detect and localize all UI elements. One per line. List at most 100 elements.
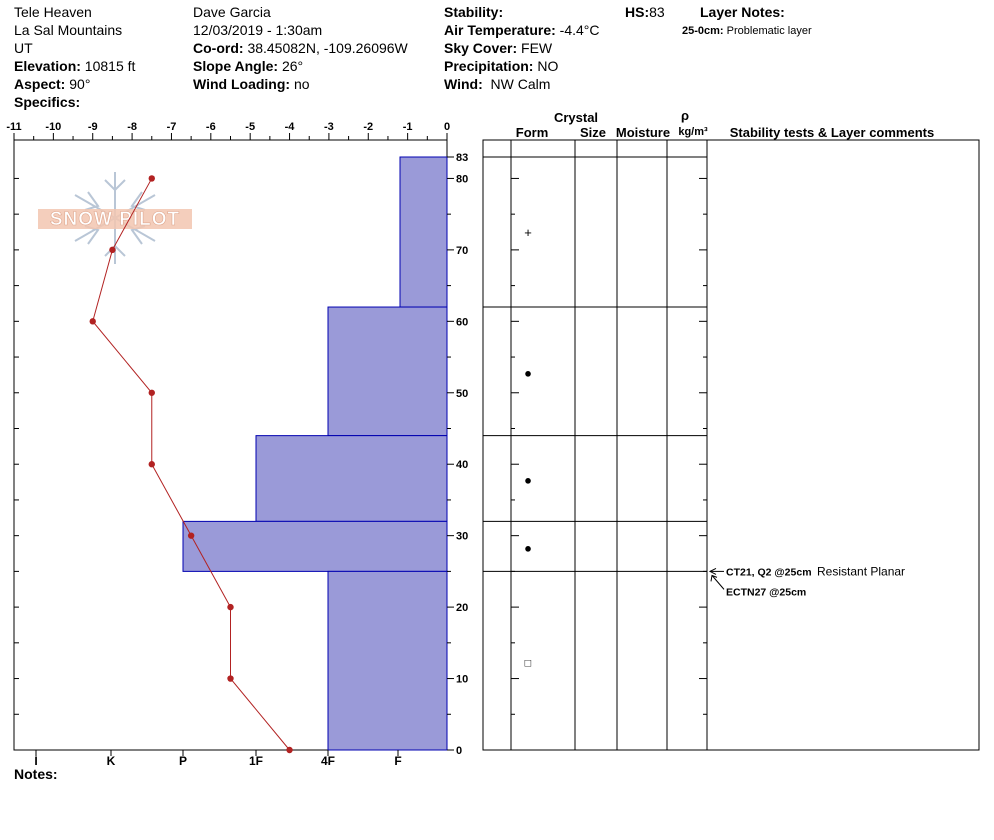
range-name: La Sal Mountains bbox=[14, 22, 123, 38]
stability-test-arrow-2 bbox=[711, 575, 725, 590]
grain-form-symbol: □ bbox=[525, 658, 532, 670]
logo-band bbox=[38, 209, 192, 229]
temp-tick-label: -6 bbox=[206, 121, 216, 133]
logo-text: SNOW PILOT bbox=[50, 209, 180, 230]
height-tick-label: 60 bbox=[456, 316, 468, 328]
moisture-header: Moisture bbox=[616, 125, 670, 140]
stability-test-comment: Resistant Planar bbox=[817, 564, 905, 578]
hardness-tick-label: I bbox=[34, 754, 37, 768]
temp-tick-label: 0 bbox=[444, 121, 450, 133]
hs-value: 83 bbox=[649, 4, 665, 20]
height-tick-label: 30 bbox=[456, 531, 468, 543]
temperature-point bbox=[227, 675, 234, 682]
height-tick-label: 50 bbox=[456, 388, 468, 400]
hardness-bar bbox=[327, 570, 448, 751]
height-tick-label: 70 bbox=[456, 245, 468, 257]
coord-value: 38.45082N, -109.26096W bbox=[247, 40, 408, 56]
wind-loading-label: Wind Loading: bbox=[193, 76, 291, 92]
grain-form-symbol: ● bbox=[524, 365, 532, 380]
wind-loading-value: no bbox=[293, 76, 310, 92]
size-header: Size bbox=[580, 125, 606, 140]
temperature-profile bbox=[89, 175, 293, 754]
precip-label: Precipitation: bbox=[444, 58, 534, 74]
height-tick-label: 40 bbox=[456, 459, 468, 471]
slope-row: Slope Angle: 26° bbox=[193, 57, 408, 75]
hardness-tick-label: P bbox=[179, 754, 187, 768]
temp-tick-label: -4 bbox=[285, 121, 296, 133]
hardness-tick-label: F bbox=[394, 754, 401, 768]
height-tick-label: 20 bbox=[456, 602, 468, 614]
chart-axes: -11 -10 -9 -8 -7 -6 -5 -4 -3 -2 -1 0010203040506070… bbox=[6, 121, 468, 768]
sky-label: Sky Cover: bbox=[444, 40, 518, 56]
air-temp-label: Air Temperature: bbox=[444, 22, 556, 38]
sky-value: FEW bbox=[521, 40, 553, 56]
hs-row: HS:83 bbox=[625, 3, 665, 21]
grain-form-symbol: ● bbox=[524, 540, 532, 555]
hardness-tick-label: K bbox=[107, 754, 116, 768]
hardness-bar bbox=[182, 520, 448, 572]
temp-tick-label: -8 bbox=[127, 121, 137, 133]
header-col-weather: Stability: Air Temperature: -4.4°C Sky C… bbox=[444, 3, 600, 93]
state-name: UT bbox=[14, 40, 33, 56]
stability-row: Stability: bbox=[444, 3, 600, 21]
temp-tick-label: -11 bbox=[6, 121, 21, 133]
temperature-point bbox=[109, 246, 116, 254]
precip-row: Precipitation: NO bbox=[444, 57, 600, 75]
temp-tick-label: -9 bbox=[88, 121, 98, 133]
stability-header: Stability tests & Layer comments bbox=[730, 125, 934, 140]
hardness-bar bbox=[327, 306, 448, 437]
specifics-label: Specifics: bbox=[14, 94, 81, 110]
grain-form-symbol: + bbox=[524, 225, 532, 240]
layer-note-depth: 25-0cm: bbox=[682, 25, 724, 37]
temp-tick-label: -7 bbox=[167, 121, 177, 133]
observation-datetime: 12/03/2019 - 1:30am bbox=[193, 22, 323, 38]
layer-table-rows: + ● ● ● □ bbox=[482, 139, 980, 751]
stability-tests: CT21, Q2 @25cm Resistant Planar ECTN27 @25… bbox=[708, 564, 905, 598]
specifics-row: Specifics: bbox=[14, 93, 135, 111]
elevation-label: Elevation: bbox=[14, 58, 81, 74]
table-border bbox=[482, 139, 980, 751]
temperature-point bbox=[227, 603, 234, 611]
temperature-point bbox=[148, 461, 155, 468]
height-tick-label: 10 bbox=[456, 674, 468, 686]
stability-test-arrowhead bbox=[708, 567, 717, 575]
layer-table: Crystal Form Size Moisture ρ kg/m³ Stabi… bbox=[516, 108, 934, 140]
layer-note-text: Problematic layer bbox=[726, 25, 812, 37]
density-unit-header: kg/m³ bbox=[678, 126, 708, 138]
height-tick-label: 0 bbox=[456, 745, 462, 757]
hardness-bar bbox=[255, 435, 448, 522]
temp-tick-label: -1 bbox=[403, 121, 413, 133]
wind-value: NW Calm bbox=[490, 76, 551, 92]
wind-loading-row: Wind Loading: no bbox=[193, 75, 408, 93]
aspect-value: 90° bbox=[69, 76, 91, 92]
layer-notes-label: Layer Notes: bbox=[700, 4, 785, 20]
temperature-point bbox=[286, 746, 293, 754]
slope-label: Slope Angle: bbox=[193, 58, 279, 74]
site-name: Tele Heaven bbox=[14, 4, 92, 20]
slope-value: 26° bbox=[281, 58, 304, 74]
coord-label: Co-ord: bbox=[193, 40, 244, 56]
layer-notes-title: Layer Notes: bbox=[700, 3, 785, 21]
stability-test-label: ECTN27 @25cm bbox=[726, 586, 806, 598]
air-temp-value: -4.4°C bbox=[559, 22, 600, 38]
hardness-bar bbox=[399, 156, 448, 308]
temperature-point bbox=[89, 318, 96, 325]
wind-label: Wind: bbox=[444, 76, 483, 92]
crystal-header: Crystal bbox=[554, 110, 598, 125]
height-tick-label: 80 bbox=[456, 173, 468, 185]
temperature-point bbox=[187, 532, 195, 539]
snowpilot-logo: SNOW PILOT bbox=[38, 172, 192, 264]
hs-label: HS: bbox=[625, 4, 650, 20]
coord-row: Co-ord: 38.45082N, -109.26096W bbox=[193, 39, 408, 57]
temperature-point bbox=[148, 175, 155, 182]
temp-tick-label: -2 bbox=[363, 121, 373, 133]
notes-label: Notes: bbox=[14, 766, 58, 782]
wind-row: Wind: NW Calm bbox=[444, 75, 600, 93]
stability-test-label: CT21, Q2 @25cm bbox=[726, 566, 812, 578]
grain-form-symbol: ● bbox=[524, 473, 532, 488]
layer-note: 25-0cm: Problematic layer bbox=[682, 22, 812, 40]
rho-header: ρ bbox=[681, 108, 689, 123]
header-col-location: Tele Heaven La Sal Mountains UT Elevatio… bbox=[14, 3, 135, 111]
temp-tick-label: -5 bbox=[245, 121, 255, 133]
temp-tick-label: -3 bbox=[324, 121, 334, 133]
